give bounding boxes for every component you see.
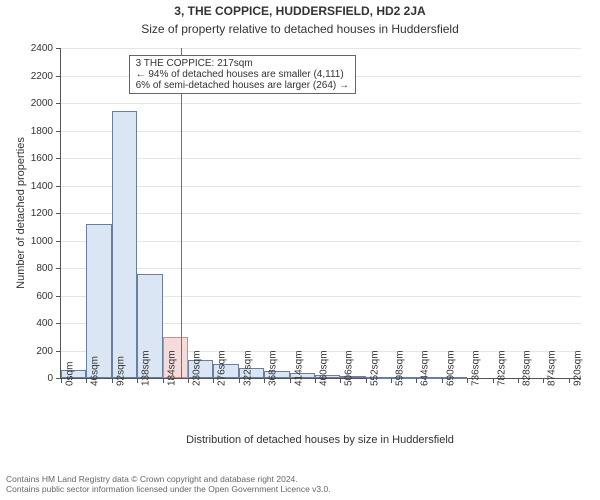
- x-tick-mark: [290, 378, 291, 383]
- x-tick-label: 0sqm: [65, 362, 76, 386]
- x-tick-label: 690sqm: [445, 350, 456, 386]
- x-tick-mark: [163, 378, 164, 383]
- x-tick-mark: [264, 378, 265, 383]
- y-tick-mark: [56, 48, 61, 49]
- x-tick-mark: [416, 378, 417, 383]
- x-tick-mark: [137, 378, 138, 383]
- y-tick-label: 1000: [31, 236, 53, 247]
- histogram-bar: [86, 224, 111, 378]
- info-box-line: 6% of semi-detached houses are larger (2…: [136, 80, 349, 91]
- x-tick-mark: [366, 378, 367, 383]
- y-tick-label: 1400: [31, 181, 53, 192]
- y-tick-mark: [56, 296, 61, 297]
- footer-line: Contains public sector information licen…: [6, 484, 594, 494]
- x-tick-label: 644sqm: [420, 350, 431, 386]
- y-tick-mark: [56, 323, 61, 324]
- x-tick-label: 184sqm: [166, 350, 177, 386]
- x-tick-label: 138sqm: [141, 350, 152, 386]
- y-axis-label: Number of detached properties: [15, 137, 27, 289]
- y-tick-label: 1600: [31, 153, 53, 164]
- y-gridline: [61, 48, 581, 49]
- y-tick-mark: [56, 241, 61, 242]
- y-tick-mark: [56, 213, 61, 214]
- x-tick-mark: [112, 378, 113, 383]
- x-tick-label: 322sqm: [242, 350, 253, 386]
- y-gridline: [61, 103, 581, 104]
- y-tick-label: 1800: [31, 126, 53, 137]
- y-gridline: [61, 241, 581, 242]
- footer: Contains HM Land Registry data © Crown c…: [6, 474, 594, 494]
- y-tick-label: 200: [36, 346, 53, 357]
- x-tick-mark: [518, 378, 519, 383]
- x-tick-mark: [340, 378, 341, 383]
- x-tick-label: 230sqm: [191, 350, 202, 386]
- x-tick-mark: [86, 378, 87, 383]
- x-tick-label: 46sqm: [90, 356, 101, 386]
- x-tick-mark: [61, 378, 62, 383]
- highlight-line: [181, 48, 182, 378]
- y-gridline: [61, 213, 581, 214]
- info-box-line: ← 94% of detached houses are smaller (4,…: [136, 69, 349, 80]
- x-tick-mark: [391, 378, 392, 383]
- x-tick-mark: [467, 378, 468, 383]
- y-gridline: [61, 131, 581, 132]
- x-tick-label: 920sqm: [572, 350, 583, 386]
- x-tick-label: 92sqm: [115, 356, 126, 386]
- x-tick-label: 598sqm: [395, 350, 406, 386]
- info-box: 3 THE COPPICE: 217sqm← 94% of detached h…: [129, 55, 356, 94]
- y-tick-label: 800: [36, 263, 53, 274]
- x-tick-label: 552sqm: [369, 350, 380, 386]
- x-tick-label: 782sqm: [496, 350, 507, 386]
- y-tick-label: 2400: [31, 43, 53, 54]
- chart-title-address: 3, THE COPPICE, HUDDERSFIELD, HD2 2JA: [0, 4, 600, 18]
- y-tick-mark: [56, 158, 61, 159]
- x-tick-mark: [213, 378, 214, 383]
- histogram-bar: [112, 111, 137, 378]
- x-tick-mark: [543, 378, 544, 383]
- x-tick-label: 874sqm: [547, 350, 558, 386]
- y-gridline: [61, 158, 581, 159]
- x-tick-label: 828sqm: [522, 350, 533, 386]
- y-tick-mark: [56, 351, 61, 352]
- x-tick-label: 506sqm: [344, 350, 355, 386]
- x-tick-label: 276sqm: [217, 350, 228, 386]
- x-tick-mark: [239, 378, 240, 383]
- y-tick-label: 1200: [31, 208, 53, 219]
- y-tick-mark: [56, 186, 61, 187]
- y-tick-mark: [56, 131, 61, 132]
- y-tick-mark: [56, 103, 61, 104]
- x-tick-mark: [569, 378, 570, 383]
- info-box-line: 3 THE COPPICE: 217sqm: [136, 58, 349, 69]
- y-tick-label: 2000: [31, 98, 53, 109]
- y-gridline: [61, 268, 581, 269]
- x-tick-mark: [188, 378, 189, 383]
- y-tick-mark: [56, 268, 61, 269]
- footer-line: Contains HM Land Registry data © Crown c…: [6, 474, 594, 484]
- y-tick-label: 600: [36, 291, 53, 302]
- chart-title-description: Size of property relative to detached ho…: [0, 22, 600, 36]
- x-tick-label: 736sqm: [471, 350, 482, 386]
- x-axis-label: Distribution of detached houses by size …: [60, 434, 580, 446]
- x-tick-label: 460sqm: [318, 350, 329, 386]
- y-gridline: [61, 186, 581, 187]
- x-tick-mark: [315, 378, 316, 383]
- x-tick-mark: [442, 378, 443, 383]
- x-tick-label: 368sqm: [268, 350, 279, 386]
- x-tick-label: 414sqm: [293, 350, 304, 386]
- plot-area: 0200400600800100012001400160018002000220…: [60, 48, 581, 379]
- y-tick-label: 0: [47, 373, 53, 384]
- y-tick-label: 400: [36, 318, 53, 329]
- y-tick-mark: [56, 76, 61, 77]
- x-tick-mark: [493, 378, 494, 383]
- y-tick-label: 2200: [31, 71, 53, 82]
